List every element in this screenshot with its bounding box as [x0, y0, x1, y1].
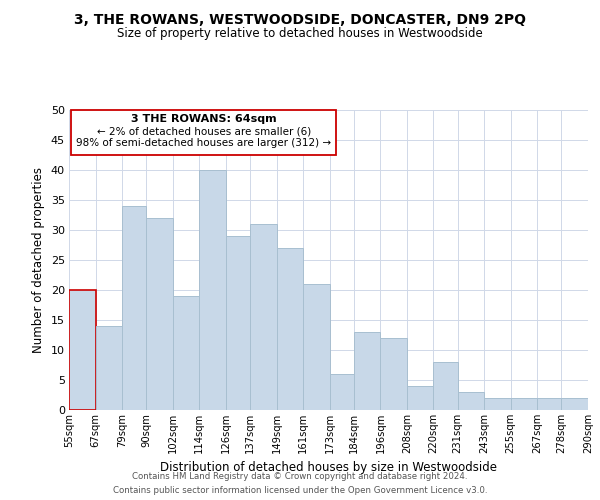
- Bar: [433, 362, 458, 410]
- Text: Contains public sector information licensed under the Open Government Licence v3: Contains public sector information licen…: [113, 486, 487, 495]
- Text: ← 2% of detached houses are smaller (6): ← 2% of detached houses are smaller (6): [97, 127, 311, 137]
- Text: 3, THE ROWANS, WESTWOODSIDE, DONCASTER, DN9 2PQ: 3, THE ROWANS, WESTWOODSIDE, DONCASTER, …: [74, 12, 526, 26]
- Bar: [277, 248, 303, 410]
- Bar: [173, 296, 199, 410]
- Bar: [146, 218, 173, 410]
- Bar: [199, 170, 226, 410]
- Bar: [122, 206, 146, 410]
- Bar: [562, 398, 588, 410]
- Bar: [380, 338, 407, 410]
- Bar: [329, 374, 354, 410]
- Text: 3 THE ROWANS: 64sqm: 3 THE ROWANS: 64sqm: [131, 114, 277, 124]
- Bar: [537, 398, 562, 410]
- X-axis label: Distribution of detached houses by size in Westwoodside: Distribution of detached houses by size …: [160, 462, 497, 474]
- Bar: [95, 326, 122, 410]
- Text: 98% of semi-detached houses are larger (312) →: 98% of semi-detached houses are larger (…: [76, 138, 331, 148]
- Bar: [484, 398, 511, 410]
- Bar: [303, 284, 329, 410]
- Text: Contains HM Land Registry data © Crown copyright and database right 2024.: Contains HM Land Registry data © Crown c…: [132, 472, 468, 481]
- Bar: [407, 386, 433, 410]
- Bar: [250, 224, 277, 410]
- Bar: [226, 236, 250, 410]
- Bar: [69, 290, 95, 410]
- Y-axis label: Number of detached properties: Number of detached properties: [32, 167, 45, 353]
- Bar: [354, 332, 380, 410]
- Text: Size of property relative to detached houses in Westwoodside: Size of property relative to detached ho…: [117, 28, 483, 40]
- Bar: [511, 398, 537, 410]
- Bar: [71, 110, 336, 155]
- Bar: [458, 392, 484, 410]
